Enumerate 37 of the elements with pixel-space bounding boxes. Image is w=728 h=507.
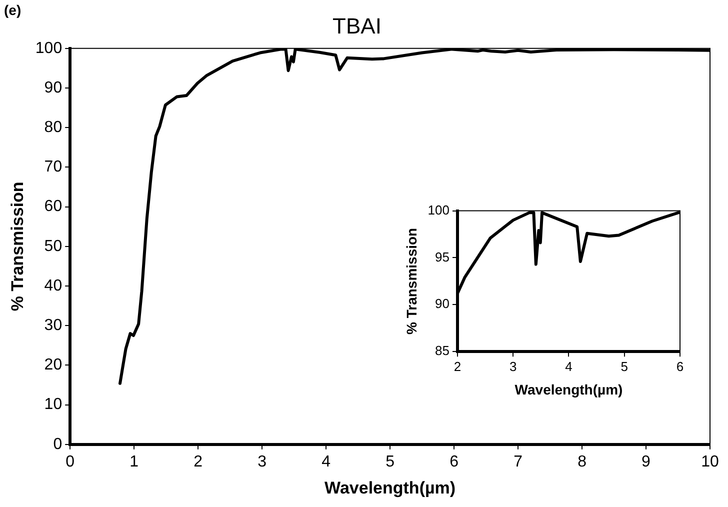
x-tick-label: 9 bbox=[642, 453, 651, 470]
x-tick-label: 4 bbox=[565, 358, 572, 374]
x-tick-label: 2 bbox=[194, 453, 203, 470]
y-tick-label: 20 bbox=[44, 356, 62, 374]
y-tick-label: 100 bbox=[35, 40, 62, 57]
x-tick-label: 5 bbox=[620, 358, 628, 374]
x-tick-label: 4 bbox=[322, 453, 331, 470]
y-tick-label: 100 bbox=[428, 202, 450, 218]
y-tick-label: 95 bbox=[435, 249, 450, 264]
chart-title: TBAI bbox=[332, 13, 382, 38]
y-tick-label: 40 bbox=[44, 277, 62, 294]
y-axis-title: % Transmission bbox=[403, 228, 420, 334]
y-tick-label: 50 bbox=[44, 238, 62, 255]
x-tick-label: 10 bbox=[701, 453, 719, 470]
y-tick-label: 30 bbox=[44, 317, 62, 334]
x-tick-label: 3 bbox=[258, 453, 267, 470]
x-axis-title: Wavelength(µm) bbox=[514, 381, 623, 398]
x-tick-label: 2 bbox=[454, 358, 462, 374]
x-tick-label: 6 bbox=[450, 453, 459, 470]
text: (e) bbox=[4, 2, 22, 18]
y-tick-label: 60 bbox=[44, 198, 62, 216]
y-tick-label: 85 bbox=[435, 343, 450, 358]
y-axis-title: % Transmission bbox=[8, 182, 27, 312]
y-tick-label: 80 bbox=[44, 119, 62, 136]
y-tick-label: 90 bbox=[44, 79, 62, 96]
x-tick-label: 8 bbox=[578, 453, 587, 470]
x-tick-label: 5 bbox=[386, 453, 395, 470]
x-tick-label: 7 bbox=[514, 453, 523, 470]
y-tick-label: 0 bbox=[53, 436, 62, 453]
x-tick-label: 0 bbox=[66, 453, 75, 470]
y-tick-label: 90 bbox=[435, 296, 450, 312]
x-tick-label: 3 bbox=[510, 358, 517, 374]
y-tick-label: 10 bbox=[44, 396, 62, 414]
x-axis-title: Wavelength(µm) bbox=[324, 478, 456, 498]
x-tick-label: 1 bbox=[130, 453, 139, 470]
x-tick-label: 6 bbox=[676, 358, 684, 374]
y-tick-label: 70 bbox=[44, 158, 62, 176]
